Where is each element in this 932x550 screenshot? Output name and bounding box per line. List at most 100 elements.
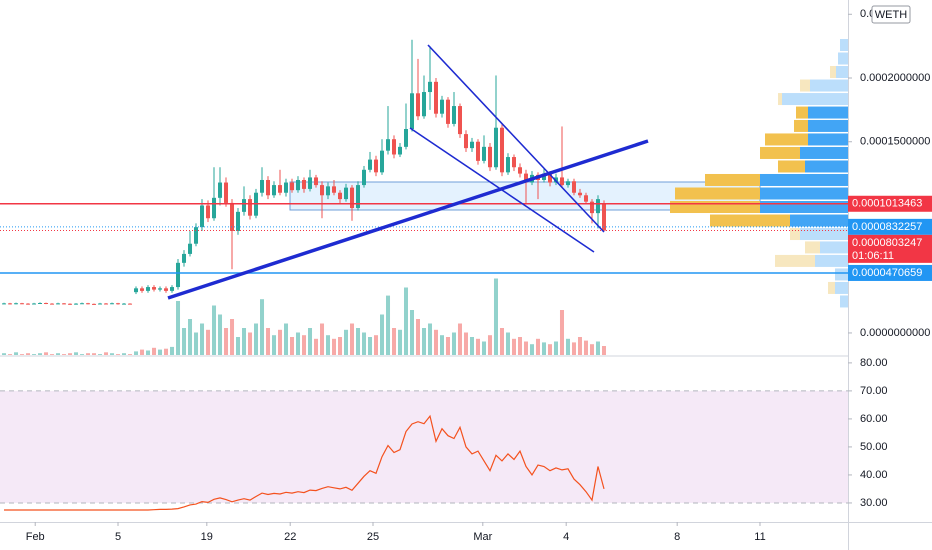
candle-body bbox=[404, 128, 409, 147]
profile-up bbox=[820, 241, 848, 254]
candle-body bbox=[451, 106, 456, 124]
profile-up bbox=[840, 38, 848, 51]
price-label: 0.0000470659 bbox=[852, 267, 922, 279]
profile-up bbox=[760, 201, 848, 214]
trendline[interactable] bbox=[409, 127, 595, 253]
candle-body bbox=[218, 182, 223, 198]
y-tick-label: 0.0002000000 bbox=[860, 72, 930, 84]
volume-bar bbox=[410, 310, 415, 355]
trendline[interactable] bbox=[427, 44, 605, 233]
volume-bar bbox=[589, 344, 594, 355]
candle-body bbox=[308, 177, 313, 189]
volume-bar bbox=[44, 352, 49, 355]
candle-body bbox=[14, 303, 19, 305]
volume-bar bbox=[200, 323, 205, 355]
rsi-pane bbox=[0, 390, 848, 504]
volume-bar bbox=[2, 353, 7, 355]
candle-body bbox=[380, 150, 385, 173]
candle-body bbox=[338, 192, 343, 200]
symbol-label: WETH bbox=[875, 9, 907, 21]
candle-body bbox=[505, 157, 510, 173]
countdown-label: 01:06:11 bbox=[852, 250, 894, 262]
volume-bar bbox=[260, 299, 265, 355]
price-lines bbox=[0, 203, 848, 274]
volume-bar bbox=[296, 332, 301, 355]
volume-bar bbox=[50, 354, 55, 355]
volume-bar bbox=[499, 328, 504, 355]
volume-bar bbox=[517, 337, 522, 355]
volume-bar bbox=[350, 323, 355, 355]
candle-body bbox=[2, 303, 7, 305]
axes: 0.0 0.0002000000 0.0001500000 0.0000000000 F… bbox=[26, 8, 931, 543]
profile-up bbox=[835, 281, 848, 294]
volume-bar bbox=[116, 354, 121, 355]
candle-body bbox=[248, 199, 253, 216]
rsi-tick-label: 60.00 bbox=[860, 413, 888, 425]
rsi-tick-label: 50.00 bbox=[860, 441, 888, 453]
volume-bar bbox=[128, 354, 133, 355]
profile-up bbox=[782, 93, 848, 106]
volume-bar bbox=[469, 337, 474, 355]
volume-bar bbox=[164, 348, 169, 355]
candle-body bbox=[410, 93, 415, 129]
candle-body bbox=[559, 177, 564, 186]
candle-body bbox=[374, 159, 379, 173]
price-label-box bbox=[848, 195, 932, 212]
volume-bar bbox=[170, 346, 175, 355]
profile-down bbox=[670, 201, 760, 214]
candle-body bbox=[278, 185, 283, 193]
candle-body bbox=[260, 179, 265, 193]
y-tick-label: 0.0000000000 bbox=[860, 327, 930, 339]
profile-down bbox=[760, 146, 800, 159]
candle-body bbox=[38, 302, 43, 304]
candle-body bbox=[122, 303, 127, 305]
volume-bar bbox=[422, 328, 426, 355]
symbol-badge[interactable] bbox=[871, 5, 911, 24]
profile-down bbox=[778, 160, 805, 173]
candle-body bbox=[386, 139, 391, 151]
x-tick-label: 19 bbox=[201, 531, 213, 543]
volume-bar bbox=[529, 344, 534, 355]
profile-up bbox=[805, 160, 848, 173]
candle-body bbox=[481, 146, 486, 161]
volume-bar bbox=[398, 329, 403, 355]
candle-body bbox=[320, 185, 325, 196]
trendline[interactable] bbox=[167, 139, 649, 300]
profile-up bbox=[838, 52, 848, 65]
candle-body bbox=[56, 303, 61, 305]
candle-body bbox=[62, 303, 67, 305]
volume-bar bbox=[284, 323, 289, 355]
candle-body bbox=[146, 287, 151, 291]
candle-body bbox=[565, 181, 570, 186]
candle-body bbox=[32, 303, 37, 305]
volume-bar bbox=[278, 329, 283, 355]
volume-bar bbox=[583, 340, 588, 355]
volume-bar bbox=[392, 328, 397, 355]
candle-body bbox=[475, 141, 480, 161]
volume-bar bbox=[475, 338, 480, 355]
volume-bar bbox=[74, 352, 79, 355]
price-label: 0.0001013463 bbox=[852, 198, 922, 210]
volume-bar bbox=[404, 287, 409, 355]
volume-bar bbox=[577, 337, 582, 355]
candle-body bbox=[188, 243, 193, 254]
profile-down bbox=[790, 228, 800, 241]
candle-body bbox=[80, 303, 85, 305]
candle-body bbox=[98, 303, 103, 305]
profile-down bbox=[765, 133, 808, 146]
volume-bar bbox=[140, 349, 145, 355]
volume-layer bbox=[2, 278, 606, 355]
volume-bar bbox=[487, 335, 492, 355]
volume-bar bbox=[547, 344, 552, 355]
volume-bar bbox=[326, 335, 331, 355]
volume-bar bbox=[242, 328, 247, 355]
candle-body bbox=[272, 185, 277, 196]
candle-body bbox=[469, 141, 474, 149]
volume-bar bbox=[344, 329, 349, 355]
candle-body bbox=[487, 146, 492, 168]
candle-body bbox=[50, 303, 55, 305]
volume-bar bbox=[62, 354, 67, 355]
price-label-box bbox=[848, 218, 932, 235]
volume-bar bbox=[553, 341, 558, 355]
